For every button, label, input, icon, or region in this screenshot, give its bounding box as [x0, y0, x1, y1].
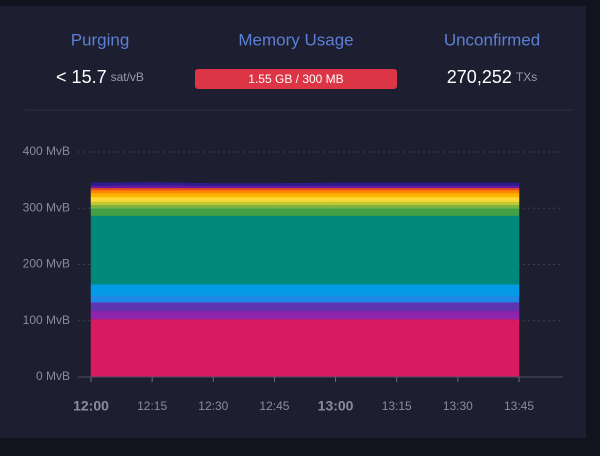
unconfirmed-title: Unconfirmed: [444, 30, 540, 49]
x-tick-label: 13:15: [382, 399, 412, 413]
chart: 0 MvB 100 MvB 200 MvB 300 MvB 400 MvB 12:00 12…: [23, 144, 563, 414]
area-band: [90, 295, 520, 303]
y-tick-label: 300 MvB: [23, 200, 70, 214]
purging-unit: sat/vB: [111, 70, 144, 84]
y-tick-label: 100 MvB: [23, 313, 70, 327]
x-tick-label: 13:00: [318, 398, 354, 414]
area-band: [90, 318, 520, 378]
area-band: [90, 192, 520, 198]
area-band: [90, 301, 520, 311]
memory-bar: [195, 69, 397, 89]
unconfirmed-number: 270,252: [447, 67, 512, 87]
x-tick-label: 12:30: [198, 399, 228, 413]
y-tick-label: 0 MvB: [36, 369, 70, 383]
x-tick-label: 13:30: [443, 399, 473, 413]
area-band: [90, 190, 520, 194]
memory-title: Memory Usage: [238, 30, 353, 49]
memory-label: 1.55 GB / 300 MB: [248, 72, 343, 86]
area-band: [90, 187, 520, 191]
x-tick-label: 12:00: [73, 398, 109, 414]
y-tick-label: 200 MvB: [23, 257, 70, 271]
area-band: [90, 182, 520, 187]
area-band: [90, 208, 520, 216]
y-tick-label: 400 MvB: [23, 144, 70, 158]
purging-value: < 15.7 sat/vB: [56, 67, 144, 87]
purging-title: Purging: [71, 30, 130, 49]
area-band: [90, 283, 520, 296]
unconfirmed-unit: TXs: [516, 70, 537, 84]
area-band: [90, 310, 520, 320]
area-band: [90, 201, 520, 206]
x-tick-label: 13:45: [504, 399, 534, 413]
area-band: [90, 204, 520, 209]
x-tick-label: 12:15: [137, 399, 167, 413]
x-tick-label: 12:45: [259, 399, 289, 413]
purging-number: < 15.7: [56, 67, 107, 87]
area-band: [90, 215, 520, 285]
area-band: [90, 196, 520, 202]
unconfirmed-value: 270,252 TXs: [447, 67, 537, 87]
